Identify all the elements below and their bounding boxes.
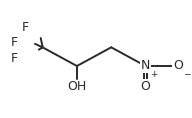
Text: −: − — [183, 70, 190, 79]
Text: N: N — [141, 59, 150, 72]
Text: F: F — [11, 36, 18, 49]
Text: F: F — [11, 53, 18, 65]
Text: F: F — [22, 21, 29, 34]
Text: O: O — [141, 80, 151, 93]
Text: +: + — [150, 70, 158, 79]
Text: OH: OH — [67, 80, 87, 93]
Text: O: O — [173, 59, 183, 72]
